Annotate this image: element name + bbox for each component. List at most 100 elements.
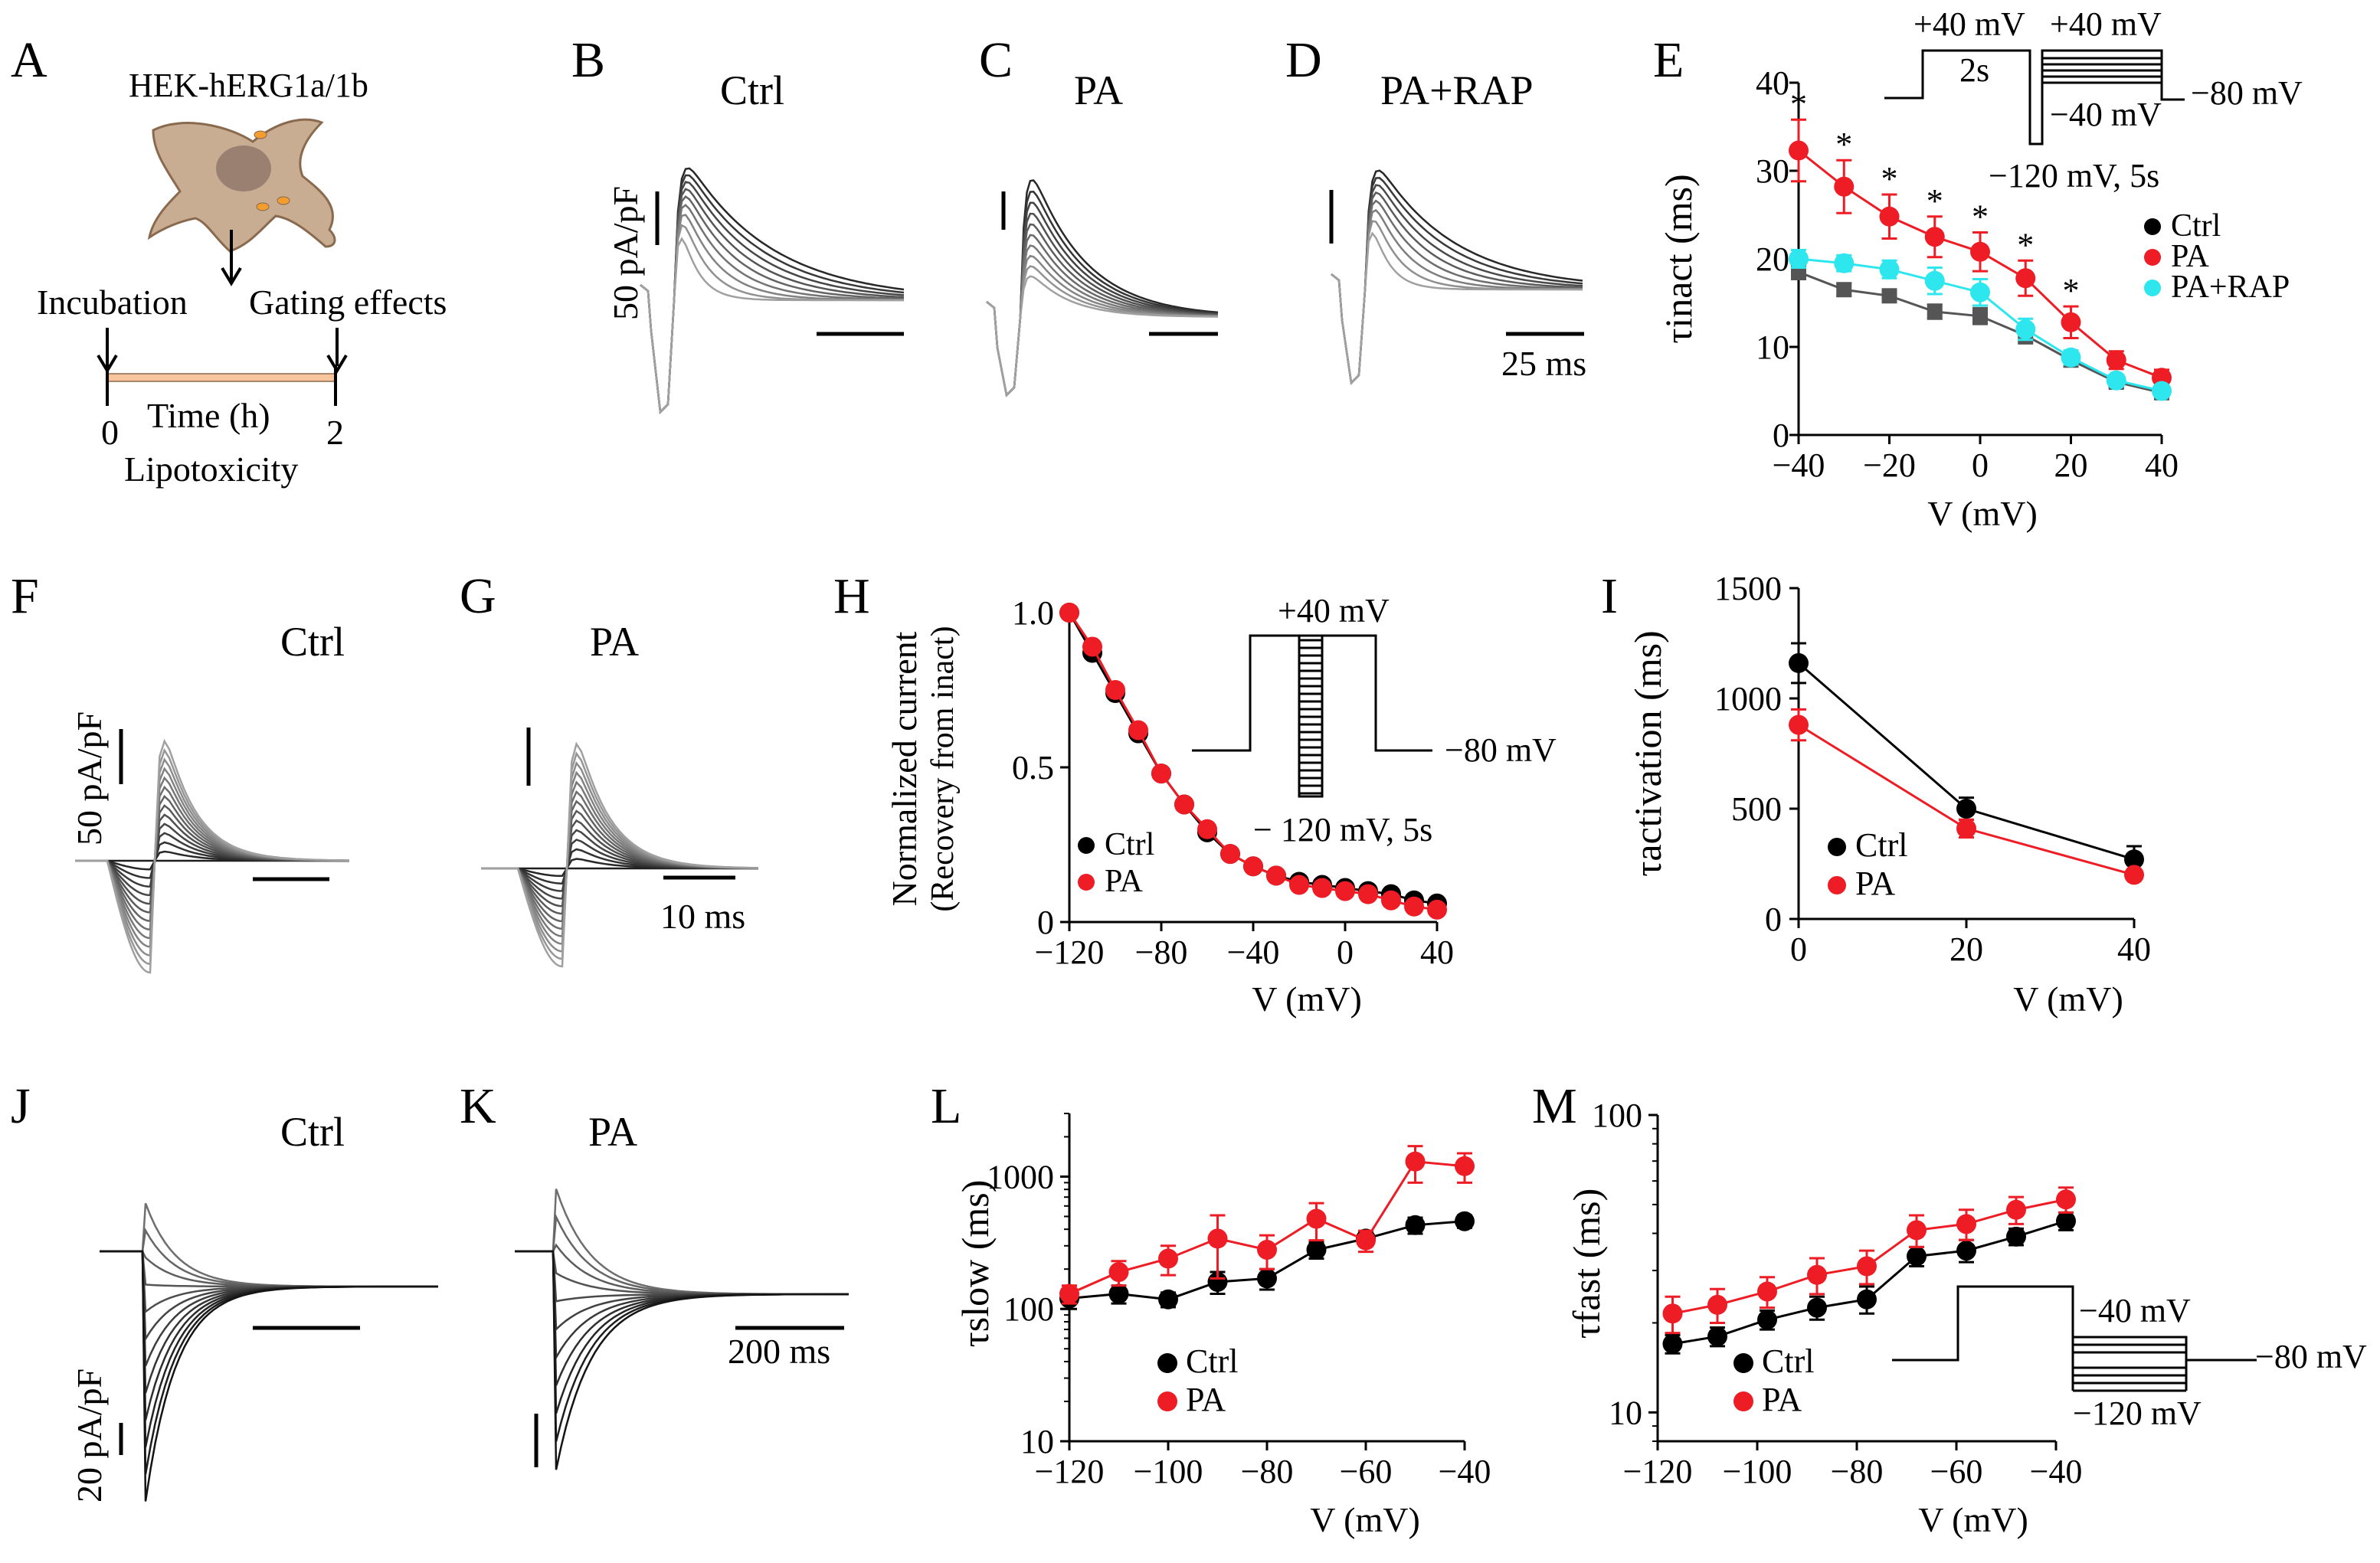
y-axis-label: τslow (ms): [954, 1180, 997, 1348]
current-trace: [986, 212, 1219, 397]
x-tick-label: −100: [1134, 1453, 1203, 1490]
chart-l: −120 −100 −80 −60 −40 10 100 1000 V (mV) τslow (m…: [954, 1113, 1491, 1539]
x-tick-label: 0: [1972, 446, 1989, 484]
legend-marker: [1157, 1391, 1177, 1411]
x-tick-label: −40: [1227, 934, 1280, 971]
x-tick-label: −40: [1439, 1453, 1491, 1490]
data-point: [2124, 865, 2144, 885]
legend-marker: [1078, 837, 1095, 854]
current-trace: [100, 1250, 438, 1314]
y-tick-label: 1.0: [1012, 594, 1054, 632]
current-traces: [1331, 169, 1583, 385]
data-point: [1207, 1228, 1228, 1249]
data-point: [1455, 1211, 1475, 1231]
x-tick-label: −40: [2030, 1453, 2083, 1490]
panel-letters: A B C D E F G H I J K L M: [11, 32, 1684, 1134]
y-tick-label: 1500: [1714, 570, 1782, 607]
y-axis-label: τinact (ms): [1657, 174, 1700, 343]
current-trace: [986, 191, 1219, 397]
chart-h: −120 −80 −40 0 40 0 0.5 1.0 V (mV) Normalized cur…: [885, 594, 1454, 1019]
x-tick-label: −60: [1930, 1453, 1983, 1490]
data-point: [1857, 1289, 1877, 1310]
data-point: [1174, 794, 1194, 815]
data-point: [2006, 1199, 2026, 1220]
x-tick-label: −80: [1831, 1453, 1884, 1490]
x-tick-label: 20: [1950, 930, 1983, 968]
data-point: [1082, 636, 1102, 657]
protocol-h-prepulse: − 120 mV, 5s: [1253, 811, 1432, 849]
x-tick-label: −100: [1723, 1453, 1792, 1490]
y-axis-label: τfast (ms): [1565, 1189, 1608, 1339]
data-point: [1956, 818, 1976, 839]
significance-star: *: [1881, 160, 1898, 198]
legend-label: PA: [1855, 865, 1895, 902]
significance-star: *: [2063, 272, 2080, 309]
series-pa: [1059, 603, 1447, 920]
current-trace: [100, 1228, 438, 1288]
y-tick-label: 20: [1756, 240, 1789, 278]
panel-f-title: Ctrl: [280, 619, 345, 665]
scale-bar-labels: 50 pA/pF 25 ms 50 pA/pF 10 ms 20 pA/pF 2…: [70, 186, 1586, 1503]
data-point: [1956, 1241, 1976, 1261]
legend-label: PA: [2171, 239, 2210, 274]
current-trace: [1331, 184, 1583, 385]
data-point: [1455, 1156, 1475, 1176]
y-tick-label: 0: [1037, 904, 1054, 941]
series-pa: [1789, 708, 2144, 885]
data-point: [1207, 1271, 1228, 1292]
chart-e: −40 −20 0 20 40 0 10 20 30 40 V (mV) τinact (ms) * * *…: [1657, 64, 2290, 533]
current-traces: [515, 1189, 850, 1470]
data-point: [1257, 1239, 1277, 1260]
legend-marker: [2144, 249, 2161, 266]
data-point: [1404, 896, 1424, 917]
data-point: [1879, 206, 1900, 227]
data-point: [1707, 1326, 1727, 1347]
panel-letter-j: J: [11, 1078, 31, 1134]
x-axis-label: V (mV): [1310, 1500, 1420, 1539]
data-point: [1807, 1264, 1827, 1285]
panel-letter-a: A: [11, 32, 47, 88]
data-point: [1972, 308, 1988, 324]
chart-i: 0 20 40 0 500 1000 1500 V (mV) τactivation (ms) C…: [1626, 570, 2151, 1019]
time-zero: 0: [101, 413, 119, 452]
legend-marker: [1733, 1353, 1753, 1373]
data-point: [1427, 899, 1447, 920]
legend-marker: [2144, 218, 2161, 235]
data-point: [1907, 1220, 1927, 1241]
y-axis-label: (Recovery from inact): [925, 626, 961, 911]
x-tick-label: −60: [1340, 1453, 1393, 1490]
panel-letter-k: K: [460, 1078, 496, 1134]
series-pa: [1662, 1186, 2076, 1335]
series-pa: [1789, 118, 2172, 388]
legend-label: Ctrl: [1762, 1342, 1814, 1380]
data-point: [1662, 1333, 1683, 1354]
data-point: [1757, 1281, 1777, 1302]
data-point: [1158, 1248, 1178, 1269]
protocol-e-prepulse: −120 mV, 5s: [1989, 157, 2159, 195]
data-point: [2061, 312, 2081, 332]
time-label: Time (h): [147, 396, 270, 435]
y-tick-label: 100: [1003, 1290, 1054, 1328]
organelle: [277, 196, 290, 205]
legend-marker: [1828, 876, 1846, 894]
chart-m: −120 −100 −80 −60 −40 10 100 V (mV) τfast (ms) Ct…: [1565, 1097, 2082, 1539]
data-point: [1158, 1289, 1178, 1310]
data-point: [1924, 270, 1945, 291]
current-traces: [100, 1202, 438, 1502]
x-tick-label: −80: [1135, 934, 1188, 971]
data-point: [1789, 714, 1809, 735]
current-trace: [481, 741, 759, 968]
significance-star: *: [2017, 226, 2034, 263]
current-trace: [515, 1243, 849, 1296]
data-point: [1306, 1208, 1327, 1229]
y-tick-label: 10: [1609, 1394, 1642, 1431]
series-ctrl: [1789, 642, 2144, 875]
data-point: [1970, 282, 1990, 302]
panel-letter-h: H: [833, 568, 870, 624]
data-point: [2056, 1189, 2076, 1210]
cell-nucleus: [216, 146, 271, 191]
timescale-d: 25 ms: [1501, 344, 1586, 383]
current-trace: [515, 1250, 849, 1296]
protocol-e-labels: +40 mV +40 mV 2s −40 mV −80 mV −120 mV, …: [1913, 5, 2303, 195]
data-point: [1405, 1151, 1426, 1172]
